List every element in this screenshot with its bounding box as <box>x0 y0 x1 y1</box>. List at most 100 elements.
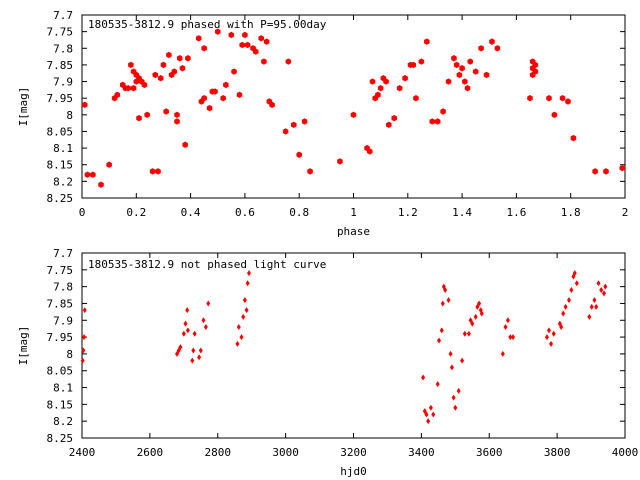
y-axis-label: I[mag] <box>17 87 30 127</box>
data-point <box>182 141 188 148</box>
data-point <box>532 61 539 69</box>
y-tick-label: 8.1 <box>53 142 73 155</box>
data-point <box>466 330 471 337</box>
x-tick-label: 0.2 <box>126 206 146 219</box>
y-axis-label: I[mag] <box>17 326 30 366</box>
data-point <box>245 280 250 287</box>
data-point <box>453 404 458 411</box>
data-point <box>141 81 148 89</box>
data-point <box>594 303 599 310</box>
y-tick-label: 8.1 <box>53 382 73 395</box>
data-point <box>505 317 510 324</box>
data-point <box>500 350 505 357</box>
data-point <box>244 307 249 314</box>
x-tick-label: 0.6 <box>235 206 255 219</box>
data-point <box>195 35 202 42</box>
data-point <box>551 111 558 119</box>
y-tick-label: 8.25 <box>47 432 74 445</box>
y-tick-label: 8.05 <box>47 365 74 378</box>
data-point <box>567 297 572 304</box>
data-point <box>589 303 594 310</box>
data-point <box>160 61 167 69</box>
y-tick-label: 7.85 <box>47 297 74 310</box>
x-tick-label: 0.4 <box>181 206 201 219</box>
data-point <box>424 38 430 45</box>
x-tick-label: 1.4 <box>452 206 472 219</box>
y-tick-label: 7.8 <box>53 42 73 55</box>
data-point <box>429 118 436 125</box>
data-point <box>449 364 454 371</box>
data-point <box>263 38 270 45</box>
x-tick-label: 2800 <box>205 446 232 459</box>
data-point <box>574 280 579 287</box>
data-point <box>456 387 461 394</box>
data-point <box>451 55 457 62</box>
y-tick-label: 8.25 <box>47 192 74 205</box>
data-point <box>551 330 556 337</box>
data-point <box>383 78 389 85</box>
data-point <box>130 85 137 92</box>
data-point <box>307 168 313 175</box>
data-point <box>603 283 608 290</box>
data-point <box>223 81 229 89</box>
data-point <box>467 58 474 65</box>
data-point <box>183 320 188 327</box>
data-point <box>350 111 357 119</box>
data-point <box>483 71 490 79</box>
data-point <box>410 61 416 69</box>
x-tick-label: 3400 <box>408 446 435 459</box>
data-point <box>128 61 134 69</box>
data-point <box>258 35 264 42</box>
x-tick-label: 2600 <box>137 446 164 459</box>
y-tick-label: 7.95 <box>47 331 74 344</box>
data-point <box>451 394 456 401</box>
data-point <box>424 411 429 418</box>
data-point <box>440 108 446 115</box>
data-point <box>178 344 183 351</box>
data-point <box>201 45 207 52</box>
data-point <box>114 91 121 99</box>
data-point <box>369 78 376 85</box>
data-point <box>443 287 448 293</box>
data-point <box>402 75 408 82</box>
data-point <box>508 334 513 341</box>
y-tick-label: 8.2 <box>53 175 73 188</box>
data-point <box>479 310 484 317</box>
data-point <box>242 31 248 39</box>
data-point <box>144 111 150 119</box>
data-point <box>472 68 479 75</box>
data-point <box>231 68 237 75</box>
data-point <box>212 88 218 95</box>
data-point <box>81 347 86 354</box>
data-point <box>90 171 96 178</box>
y-tick-label: 7.85 <box>47 59 74 72</box>
x-tick-label: 1.8 <box>561 206 581 219</box>
data-point <box>235 340 240 347</box>
x-tick-label: 3000 <box>272 446 299 459</box>
data-point <box>185 307 190 314</box>
data-point <box>367 148 373 155</box>
data-point <box>236 324 241 330</box>
data-point <box>206 300 211 307</box>
data-point <box>174 118 180 125</box>
data-point <box>473 313 478 320</box>
data-point <box>462 78 468 85</box>
data-point <box>163 108 169 115</box>
x-tick-label: 0.8 <box>289 206 309 219</box>
x-tick-label: 2 <box>622 206 629 219</box>
data-point <box>152 71 159 79</box>
data-point <box>174 111 180 119</box>
y-tick-label: 7.9 <box>53 314 73 327</box>
data-point <box>206 104 213 112</box>
data-point <box>437 337 442 344</box>
data-point <box>261 58 267 65</box>
data-point <box>478 45 484 52</box>
data-point <box>546 94 552 102</box>
data-point <box>565 98 571 105</box>
data-point <box>181 330 186 337</box>
data-point <box>185 55 191 62</box>
data-point <box>269 101 275 109</box>
x-tick-label: 2400 <box>69 446 96 459</box>
data-point <box>192 330 197 337</box>
